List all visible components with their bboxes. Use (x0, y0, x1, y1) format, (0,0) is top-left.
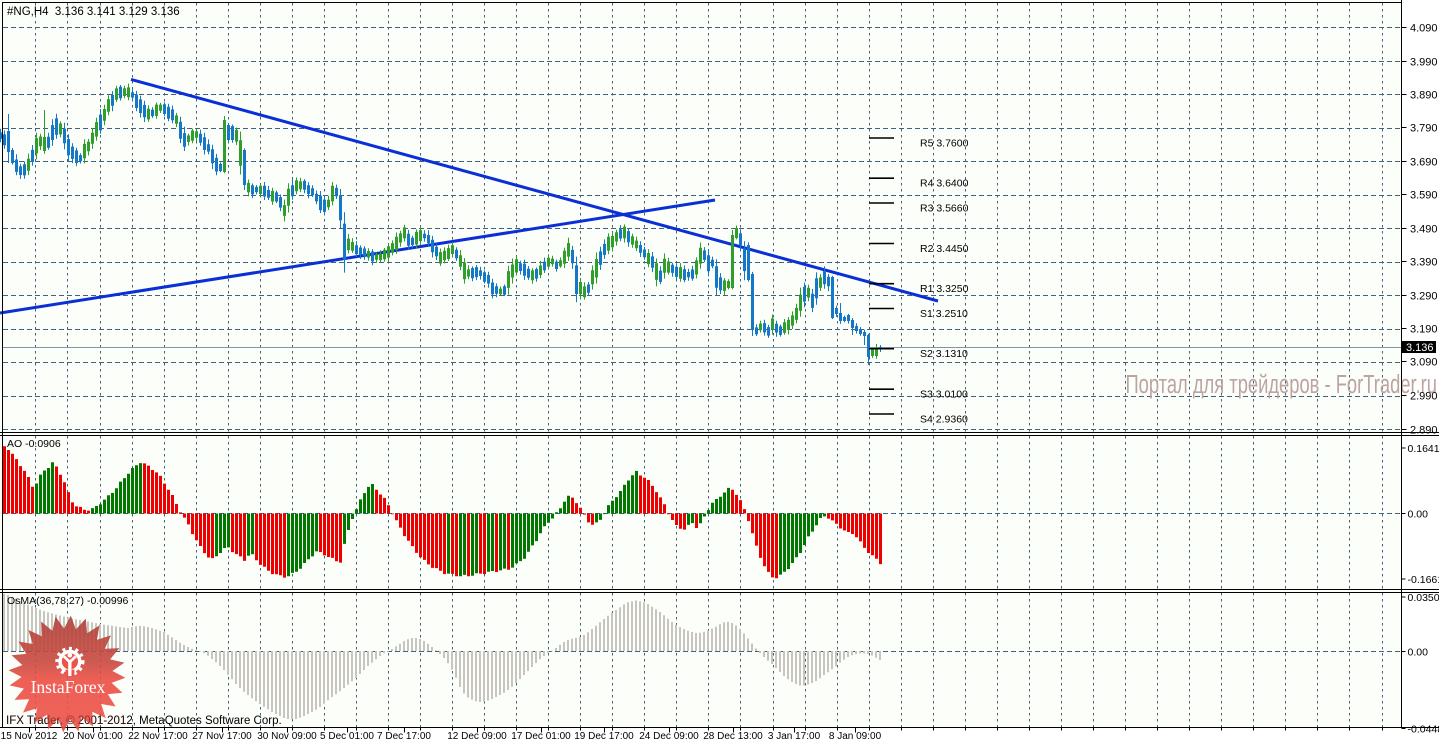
svg-text:27 Nov 17:00: 27 Nov 17:00 (192, 731, 252, 742)
svg-text:15 Nov 2012: 15 Nov 2012 (1, 731, 58, 742)
svg-text:3.990: 3.990 (1410, 57, 1438, 69)
svg-text:R2 3.4450: R2 3.4450 (920, 243, 969, 255)
svg-text:3.390: 3.390 (1410, 257, 1438, 269)
svg-text:0.00: 0.00 (1408, 647, 1429, 659)
svg-text:19 Dec 17:00: 19 Dec 17:00 (574, 731, 634, 742)
svg-text:0.1641: 0.1641 (1408, 443, 1439, 455)
svg-text:24 Dec 09:00: 24 Dec 09:00 (639, 731, 699, 742)
svg-text:12 Dec 09:00: 12 Dec 09:00 (447, 731, 507, 742)
svg-text:OsMA(36,78,27) -0.00996: OsMA(36,78,27) -0.00996 (7, 595, 129, 607)
svg-text:R4 3.6400: R4 3.6400 (920, 178, 969, 190)
svg-text:3.690: 3.690 (1410, 157, 1438, 169)
svg-text:#NG,H4 3.136 3.141 3.129 3.13: #NG,H4 3.136 3.141 3.129 3.136 (7, 6, 180, 18)
svg-text:8 Jan 09:00: 8 Jan 09:00 (829, 731, 882, 742)
svg-text:2.890: 2.890 (1410, 425, 1438, 437)
svg-text:28 Dec 13:00: 28 Dec 13:00 (703, 731, 763, 742)
svg-text:S3 3.0100: S3 3.0100 (920, 389, 968, 401)
svg-text:S1 3.2510: S1 3.2510 (920, 308, 968, 320)
svg-text:3 Jan 17:00: 3 Jan 17:00 (768, 731, 821, 742)
svg-text:R3 3.5660: R3 3.5660 (920, 203, 969, 215)
svg-text:7 Dec 17:00: 7 Dec 17:00 (377, 731, 431, 742)
svg-text:17 Dec 01:00: 17 Dec 01:00 (511, 731, 571, 742)
svg-text:-0.04481: -0.04481 (1408, 724, 1439, 736)
svg-text:5 Dec 01:00: 5 Dec 01:00 (320, 731, 374, 742)
svg-text:2.990: 2.990 (1410, 391, 1438, 403)
svg-text:3.190: 3.190 (1410, 324, 1438, 336)
svg-text:0.03503: 0.03503 (1408, 592, 1439, 604)
svg-text:3.590: 3.590 (1410, 190, 1438, 202)
svg-text:3.890: 3.890 (1410, 90, 1438, 102)
svg-text:3.290: 3.290 (1410, 291, 1438, 303)
svg-text:R5 3.7600: R5 3.7600 (920, 138, 969, 150)
svg-text:R1 3.3250: R1 3.3250 (920, 283, 969, 295)
svg-text:S2 3.1310: S2 3.1310 (920, 348, 968, 360)
svg-text:22 Nov 17:00: 22 Nov 17:00 (128, 731, 188, 742)
svg-text:AO -0.0906: AO -0.0906 (7, 438, 61, 450)
svg-text:20 Nov 01:00: 20 Nov 01:00 (63, 731, 123, 742)
svg-text:Портал для трейдеров - ForTrad: Портал для трейдеров - ForTrader.ru (1125, 370, 1437, 399)
svg-text:4.090: 4.090 (1410, 23, 1438, 35)
svg-text:InstaForex: InstaForex (31, 677, 106, 697)
svg-text:30 Nov 09:00: 30 Nov 09:00 (257, 731, 317, 742)
svg-text:S4 2.9360: S4 2.9360 (920, 414, 968, 426)
svg-text:3.136: 3.136 (1406, 342, 1434, 354)
svg-text:0.00: 0.00 (1408, 509, 1429, 521)
svg-text:3.490: 3.490 (1410, 224, 1438, 236)
svg-text:3.790: 3.790 (1410, 123, 1438, 135)
svg-text:3.090: 3.090 (1410, 357, 1438, 369)
svg-text:-0.1661: -0.1661 (1408, 574, 1439, 586)
